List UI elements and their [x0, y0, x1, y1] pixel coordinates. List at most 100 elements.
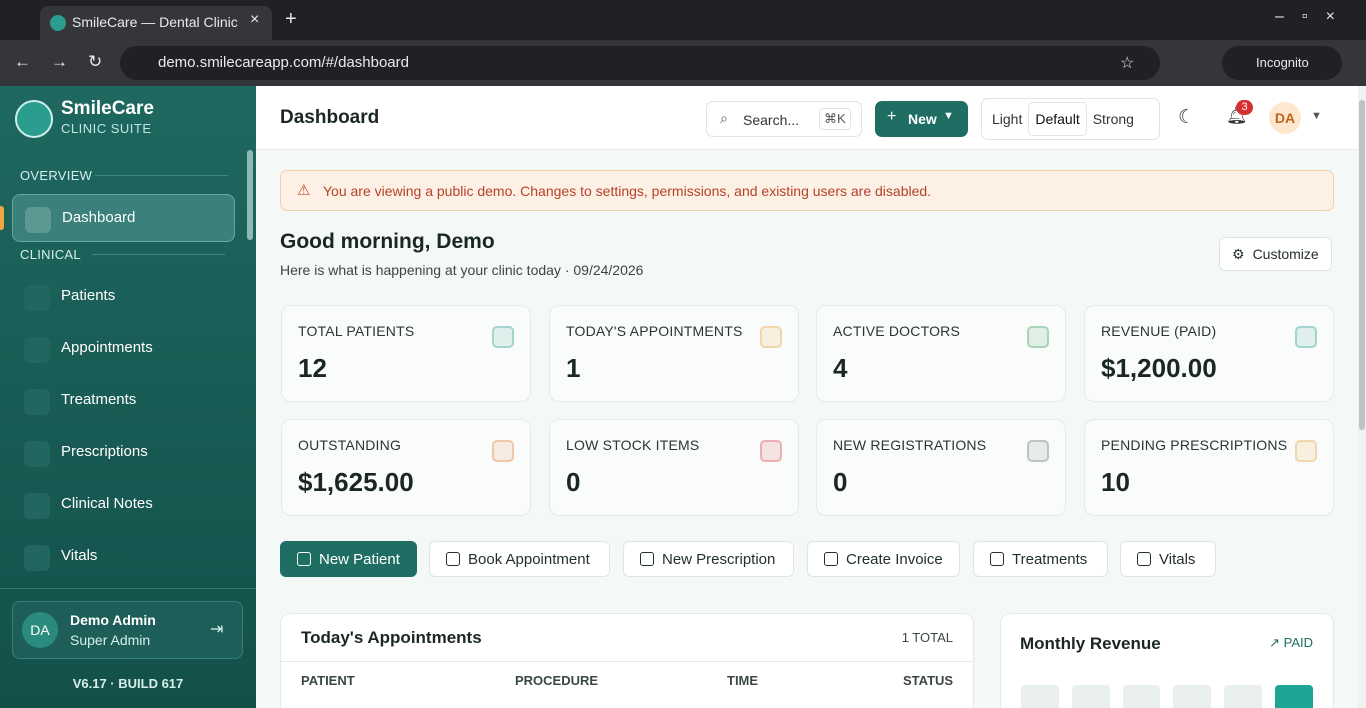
user-name: Demo Admin: [70, 612, 156, 628]
customize[interactable]: ⚙︎ Customize: [1219, 237, 1332, 271]
appointments-title: Today's Appointments: [301, 628, 482, 647]
stat-icon: [1027, 440, 1049, 462]
nav-label: Appointments: [61, 339, 153, 356]
stat-icon: [1295, 326, 1317, 348]
section-title: CLINICAL: [20, 247, 81, 262]
stat-value: 0: [833, 467, 848, 497]
new-button[interactable]: + New ▼: [875, 101, 968, 137]
action-label: Create Invoice: [846, 550, 943, 568]
brand: SmileCare: [61, 98, 154, 119]
stat-label: NEW REGISTRATIONS: [833, 437, 987, 453]
stat-icon: [1295, 440, 1317, 462]
demo-banner: ⚠︎ You are viewing a public demo. Change…: [280, 170, 1334, 211]
stat-card: TODAY'S APPOINTMENTS 1: [549, 305, 799, 402]
nav-icon: [25, 207, 51, 233]
stat-icon: [760, 326, 782, 348]
notification-count: 3: [1236, 100, 1253, 115]
banner-text: You are viewing a public demo. Changes t…: [323, 183, 932, 199]
badge-text: PAID: [1283, 635, 1313, 650]
stat-icon: [492, 326, 514, 348]
stat-value: $1,625.00: [298, 467, 414, 497]
stat-value: 10: [1101, 467, 1130, 497]
nav-label: Vitals: [61, 547, 98, 564]
greeting-sub: Here is what is happening at your clinic…: [280, 262, 644, 278]
stat-value: 1: [566, 353, 581, 383]
nav-icon: [24, 493, 50, 519]
theme-option[interactable]: Default: [1028, 102, 1087, 136]
tab[interactable]: SmileCare — Dental Clinic M ×: [40, 6, 272, 40]
section-title: OVERVIEW: [20, 168, 93, 183]
new-tab[interactable]: +: [285, 8, 297, 30]
nav-item[interactable]: Clinical Notes: [12, 481, 235, 529]
action-button[interactable]: Vitals: [1120, 541, 1216, 577]
action-button[interactable]: New Prescription: [623, 541, 794, 577]
stat-icon: [492, 440, 514, 462]
action-label: New Prescription: [662, 550, 776, 568]
action-icon: [640, 552, 654, 566]
nav-label: Prescriptions: [61, 443, 148, 460]
stat-label: OUTSTANDING: [298, 437, 402, 453]
greeting: Good morning, Demo: [280, 230, 495, 253]
incognito-label: Incognito: [1256, 55, 1309, 70]
url: demo.smilecareapp.com/#/dashboard: [158, 54, 409, 71]
stat-card: PENDING PRESCRIPTIONS 10: [1084, 419, 1334, 516]
user-role: Super Admin: [70, 632, 151, 648]
search[interactable]: ⌕ Search... ⌘K: [706, 101, 862, 137]
avatar[interactable]: DA: [1269, 102, 1301, 134]
action-button[interactable]: Book Appointment: [429, 541, 610, 577]
action-button[interactable]: New Patient: [280, 541, 417, 577]
nav-icon: [24, 285, 50, 311]
stat-label: ACTIVE DOCTORS: [833, 323, 961, 339]
stat-value: 4: [833, 353, 848, 383]
nav-item[interactable]: Treatments: [12, 377, 235, 425]
page-title: Dashboard: [280, 107, 380, 128]
theme-switch: Light Default Strong: [981, 98, 1160, 140]
stat-value: 12: [298, 353, 327, 383]
action-icon: [824, 552, 838, 566]
action-button[interactable]: Treatments: [973, 541, 1108, 577]
sidebar: SmileCare CLINIC SUITE DA Demo Admin Sup…: [0, 86, 256, 708]
revenue-badge: ↗ PAID: [1269, 635, 1313, 650]
stat-card: NEW REGISTRATIONS 0: [816, 419, 1066, 516]
column-header: STATUS: [903, 673, 954, 688]
nav-item[interactable]: Patients: [12, 273, 235, 321]
address-bar[interactable]: demo.smilecareapp.com/#/dashboard ☆: [120, 46, 1160, 80]
stat-icon: [760, 440, 782, 462]
search-placeholder: Search...: [743, 112, 800, 128]
toolbar: ←→↻ demo.smilecareapp.com/#/dashboard ☆ …: [0, 40, 1366, 86]
stat-label: LOW STOCK ITEMS: [566, 437, 700, 453]
stat-card: OUTSTANDING $1,625.00: [281, 419, 531, 516]
nav-label: Patients: [61, 287, 116, 304]
nav-item[interactable]: Prescriptions: [12, 429, 235, 477]
appointments-card: Today's Appointments 1 TOTAL PATIENT PROC…: [280, 613, 974, 708]
shortcut: ⌘K: [819, 108, 851, 130]
theme-option[interactable]: Strong: [1092, 111, 1134, 127]
revenue-card: Monthly Revenue ↗ PAID: [1000, 613, 1334, 708]
divider: [92, 254, 225, 255]
active-marker: [0, 206, 4, 230]
nav-item[interactable]: Appointments: [12, 325, 235, 373]
column-header: TIME: [727, 673, 759, 688]
action-button[interactable]: Create Invoice: [807, 541, 960, 577]
user-box[interactable]: DA Demo Admin Super Admin ⇥: [12, 601, 243, 659]
nav-item[interactable]: Vitals: [12, 533, 235, 581]
nav-item[interactable]: Dashboard: [12, 194, 235, 242]
action-label: Vitals: [1159, 550, 1196, 568]
stat-icon: [1027, 326, 1049, 348]
nav-icon: [24, 441, 50, 467]
header: Dashboard ⌕ Search... ⌘K + New ▼ Light De…: [256, 86, 1358, 150]
action-label: Book Appointment: [468, 550, 590, 568]
stat-card: TOTAL PATIENTS 12: [281, 305, 531, 402]
column-header: PROCEDURE: [515, 673, 599, 688]
appointments-total: 1 TOTAL: [901, 630, 953, 645]
version: V6.17 · BUILD 617: [72, 676, 184, 691]
nav-label: Dashboard: [62, 209, 136, 226]
theme-option[interactable]: Light: [992, 111, 1023, 127]
action-icon: [990, 552, 1004, 566]
logo: [15, 100, 53, 138]
new-label: New: [908, 111, 937, 127]
incognito[interactable]: Incognito: [1222, 46, 1342, 80]
brand-sub: CLINIC SUITE: [61, 121, 152, 136]
nav-icon: [24, 389, 50, 415]
